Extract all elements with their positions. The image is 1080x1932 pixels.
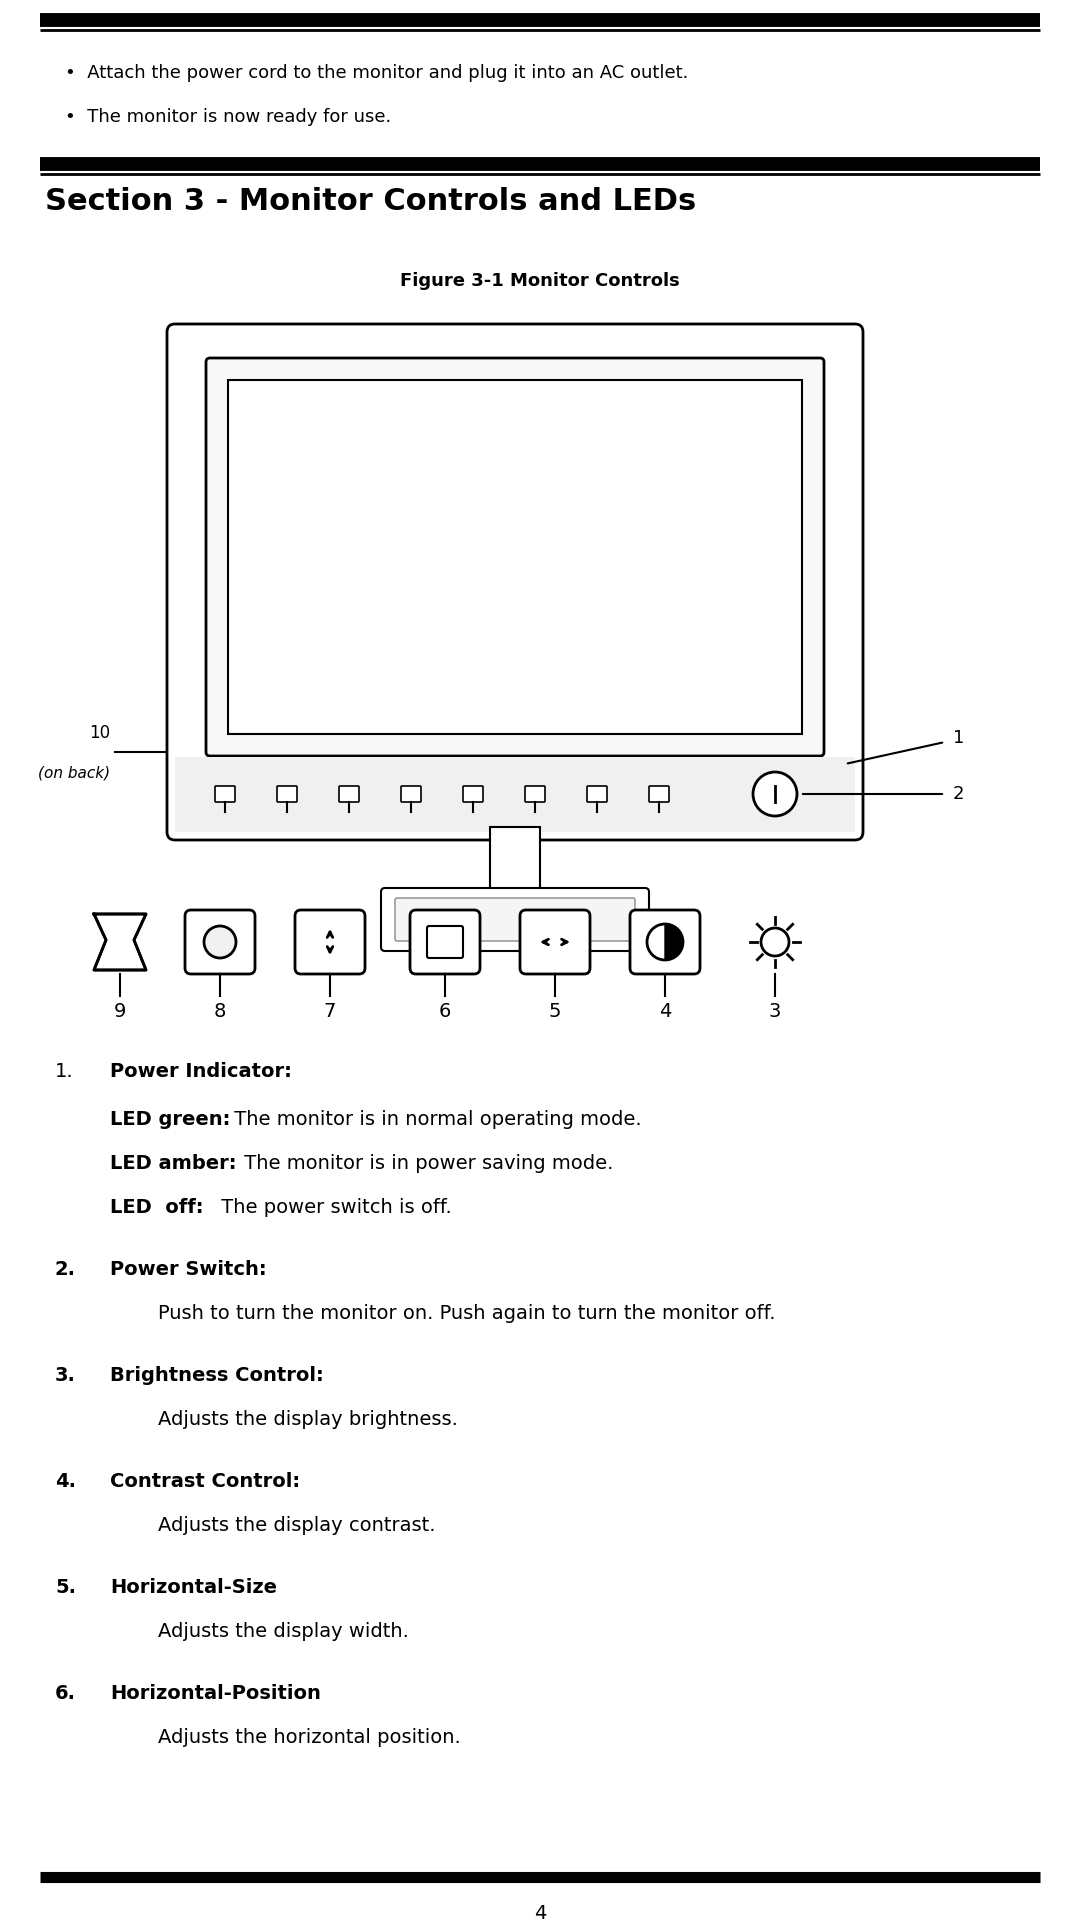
Text: Figure 3-1 Monitor Controls: Figure 3-1 Monitor Controls [400, 272, 680, 290]
Text: 1: 1 [953, 728, 964, 748]
FancyBboxPatch shape [339, 786, 359, 802]
Text: 2.: 2. [55, 1260, 76, 1279]
Polygon shape [94, 914, 146, 970]
Text: 5.: 5. [55, 1578, 76, 1598]
Text: LED green:: LED green: [110, 1111, 230, 1128]
Text: Push to turn the monitor on. Push again to turn the monitor off.: Push to turn the monitor on. Push again … [158, 1304, 775, 1323]
Text: The monitor is in power saving mode.: The monitor is in power saving mode. [238, 1153, 613, 1173]
FancyBboxPatch shape [463, 786, 483, 802]
Circle shape [204, 925, 237, 958]
FancyBboxPatch shape [410, 910, 480, 974]
FancyBboxPatch shape [588, 786, 607, 802]
FancyBboxPatch shape [649, 786, 669, 802]
Text: 5: 5 [549, 1003, 562, 1020]
Text: Adjusts the horizontal position.: Adjusts the horizontal position. [158, 1727, 461, 1747]
Text: Horizontal-Position: Horizontal-Position [110, 1685, 321, 1702]
Circle shape [761, 927, 789, 956]
Text: 3: 3 [769, 1003, 781, 1020]
FancyBboxPatch shape [401, 786, 421, 802]
Text: 9: 9 [113, 1003, 126, 1020]
Text: •  Attach the power cord to the monitor and plug it into an AC outlet.: • Attach the power cord to the monitor a… [65, 64, 688, 81]
FancyBboxPatch shape [381, 889, 649, 951]
Text: 4: 4 [659, 1003, 671, 1020]
Text: 6: 6 [438, 1003, 451, 1020]
Circle shape [753, 773, 797, 815]
FancyBboxPatch shape [427, 925, 463, 958]
Text: The monitor is in normal operating mode.: The monitor is in normal operating mode. [228, 1111, 642, 1128]
Text: 4: 4 [534, 1905, 546, 1922]
Text: 2: 2 [953, 784, 964, 804]
Text: 1.: 1. [55, 1063, 73, 1082]
Text: (on back): (on back) [38, 765, 110, 781]
Text: 7: 7 [324, 1003, 336, 1020]
Text: Brightness Control:: Brightness Control: [110, 1366, 324, 1385]
Text: Adjusts the display contrast.: Adjusts the display contrast. [158, 1517, 435, 1536]
FancyBboxPatch shape [215, 786, 235, 802]
FancyBboxPatch shape [295, 910, 365, 974]
Polygon shape [665, 923, 683, 960]
Text: •  The monitor is now ready for use.: • The monitor is now ready for use. [65, 108, 391, 126]
Text: LED amber:: LED amber: [110, 1153, 237, 1173]
Text: 3.: 3. [55, 1366, 76, 1385]
Text: 4.: 4. [55, 1472, 76, 1492]
Text: LED  off:: LED off: [110, 1198, 203, 1217]
Text: Adjusts the display width.: Adjusts the display width. [158, 1623, 409, 1640]
FancyBboxPatch shape [206, 357, 824, 755]
Bar [490, 827, 540, 893]
FancyBboxPatch shape [167, 325, 863, 840]
Bar [175, 757, 855, 833]
Text: Adjusts the display brightness.: Adjusts the display brightness. [158, 1410, 458, 1430]
Text: The power switch is off.: The power switch is off. [215, 1198, 451, 1217]
Text: Section 3 - Monitor Controls and LEDs: Section 3 - Monitor Controls and LEDs [45, 187, 697, 216]
FancyBboxPatch shape [630, 910, 700, 974]
FancyBboxPatch shape [395, 898, 635, 941]
Text: Power Indicator:: Power Indicator: [110, 1063, 292, 1082]
Text: 8: 8 [214, 1003, 226, 1020]
FancyBboxPatch shape [185, 910, 255, 974]
FancyBboxPatch shape [519, 910, 590, 974]
Text: 10: 10 [89, 724, 110, 742]
FancyBboxPatch shape [525, 786, 545, 802]
FancyBboxPatch shape [276, 786, 297, 802]
Text: Horizontal-Size: Horizontal-Size [110, 1578, 276, 1598]
FancyBboxPatch shape [228, 381, 802, 734]
Text: Contrast Control:: Contrast Control: [110, 1472, 300, 1492]
Text: Power Switch:: Power Switch: [110, 1260, 267, 1279]
Text: 6.: 6. [55, 1685, 76, 1702]
